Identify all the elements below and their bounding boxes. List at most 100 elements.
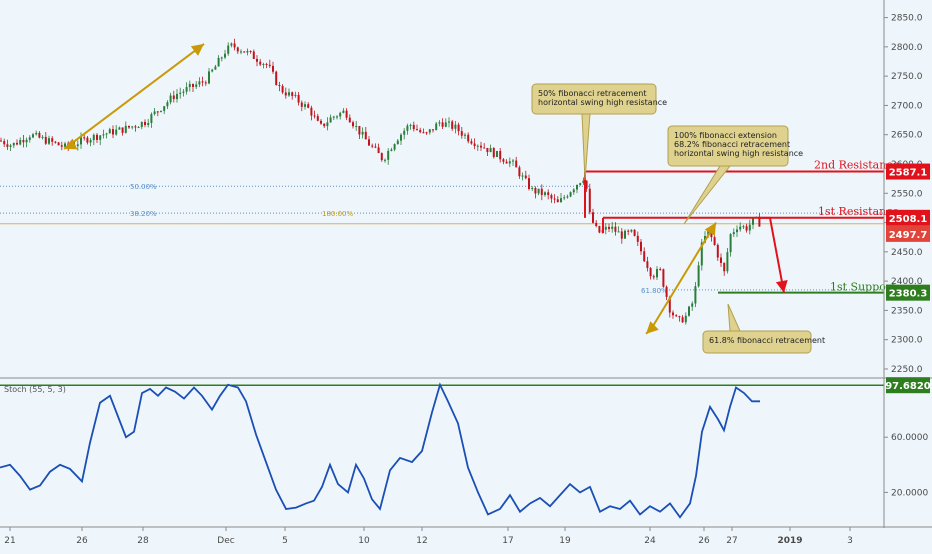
candle-body bbox=[633, 229, 636, 236]
candle-body bbox=[281, 86, 284, 93]
badge-current-bg bbox=[886, 225, 930, 242]
candle-body bbox=[729, 234, 732, 253]
candle-body bbox=[435, 123, 438, 131]
candle-body bbox=[403, 130, 406, 135]
candle-body bbox=[224, 53, 226, 58]
candle-body bbox=[96, 134, 98, 140]
candle-body bbox=[57, 142, 60, 146]
candle-body bbox=[368, 139, 370, 146]
candle-body bbox=[336, 116, 338, 118]
candle-body bbox=[480, 145, 482, 148]
candle-body bbox=[457, 124, 460, 132]
candle-body bbox=[406, 125, 409, 131]
candle-body bbox=[352, 122, 354, 127]
candle-body bbox=[604, 226, 607, 230]
candle-body bbox=[12, 142, 15, 146]
candle-body bbox=[326, 122, 329, 127]
candle-body bbox=[188, 83, 191, 88]
candle-body bbox=[9, 145, 12, 147]
candle-body bbox=[329, 117, 332, 123]
candle-body bbox=[384, 159, 386, 161]
candle-body bbox=[496, 150, 498, 158]
candle-body bbox=[156, 111, 159, 113]
candle-body bbox=[422, 132, 425, 134]
candle-body bbox=[672, 312, 674, 316]
candle-body bbox=[86, 137, 89, 143]
candle-body bbox=[499, 150, 502, 160]
note-100-line: horizontal swing high resistance bbox=[674, 149, 803, 158]
candle-body bbox=[35, 132, 38, 135]
candle-body bbox=[92, 134, 95, 141]
candle-body bbox=[393, 144, 396, 150]
time-tick-label: 12 bbox=[416, 536, 427, 546]
candle-body bbox=[124, 125, 127, 133]
candle-body bbox=[361, 131, 364, 135]
candle-body bbox=[227, 45, 230, 54]
candle-body bbox=[131, 126, 134, 128]
candle-body bbox=[624, 230, 626, 239]
candle-body bbox=[153, 111, 156, 115]
candle-body bbox=[6, 144, 9, 147]
candle-body bbox=[694, 286, 697, 304]
candle-body bbox=[416, 129, 418, 131]
candle-body bbox=[588, 188, 591, 213]
candle-body bbox=[323, 123, 326, 127]
candle-body bbox=[665, 286, 668, 297]
candle-body bbox=[572, 189, 575, 193]
candle-body bbox=[745, 226, 748, 231]
price-tick-label: 2850.0 bbox=[891, 14, 923, 24]
time-tick-label: 27 bbox=[726, 536, 737, 546]
candle-body bbox=[659, 269, 662, 271]
candle-body bbox=[185, 87, 188, 92]
candle-body bbox=[121, 127, 124, 133]
candle-body bbox=[22, 139, 25, 143]
candle-body bbox=[38, 132, 41, 138]
candle-body bbox=[201, 81, 204, 83]
candle-body bbox=[332, 116, 335, 118]
candle-body bbox=[348, 117, 351, 123]
candle-body bbox=[585, 180, 588, 189]
candle-body bbox=[380, 153, 383, 161]
candle-body bbox=[492, 148, 495, 158]
candle-body bbox=[297, 94, 300, 103]
candle-body bbox=[412, 124, 415, 130]
candle-body bbox=[25, 139, 28, 143]
candle-body bbox=[419, 129, 422, 133]
candle-body bbox=[675, 315, 678, 317]
candle-body bbox=[454, 124, 457, 129]
candle-body bbox=[620, 231, 623, 239]
candle-body bbox=[678, 316, 681, 318]
candle-body bbox=[179, 92, 182, 94]
price-tick-label: 2350.0 bbox=[891, 306, 923, 316]
candle-body bbox=[51, 138, 54, 142]
candle-body bbox=[211, 69, 214, 72]
candle-body bbox=[294, 94, 297, 96]
candle-body bbox=[611, 226, 614, 229]
candle-body bbox=[284, 92, 287, 96]
time-tick-label: 10 bbox=[358, 536, 370, 546]
candle-body bbox=[723, 262, 726, 272]
candle-body bbox=[160, 110, 162, 112]
candle-body bbox=[518, 167, 521, 177]
candle-body bbox=[752, 217, 754, 225]
candle-body bbox=[521, 175, 524, 177]
candle-body bbox=[464, 134, 466, 136]
candle-body bbox=[99, 135, 102, 140]
first-support-label: 1st Support bbox=[830, 281, 896, 294]
candle-body bbox=[304, 104, 306, 107]
time-tick-label: 17 bbox=[502, 536, 513, 546]
uptrend-arrow-1-tail bbox=[63, 138, 78, 150]
candle-body bbox=[198, 81, 201, 85]
candle-body bbox=[617, 231, 620, 233]
badge-2380-bg bbox=[886, 284, 930, 301]
candle-body bbox=[48, 138, 50, 144]
candle-body bbox=[291, 92, 294, 96]
note-50-pointer bbox=[581, 113, 591, 181]
candle-body bbox=[515, 160, 518, 168]
candle-body bbox=[256, 58, 258, 62]
candle-body bbox=[217, 57, 220, 67]
